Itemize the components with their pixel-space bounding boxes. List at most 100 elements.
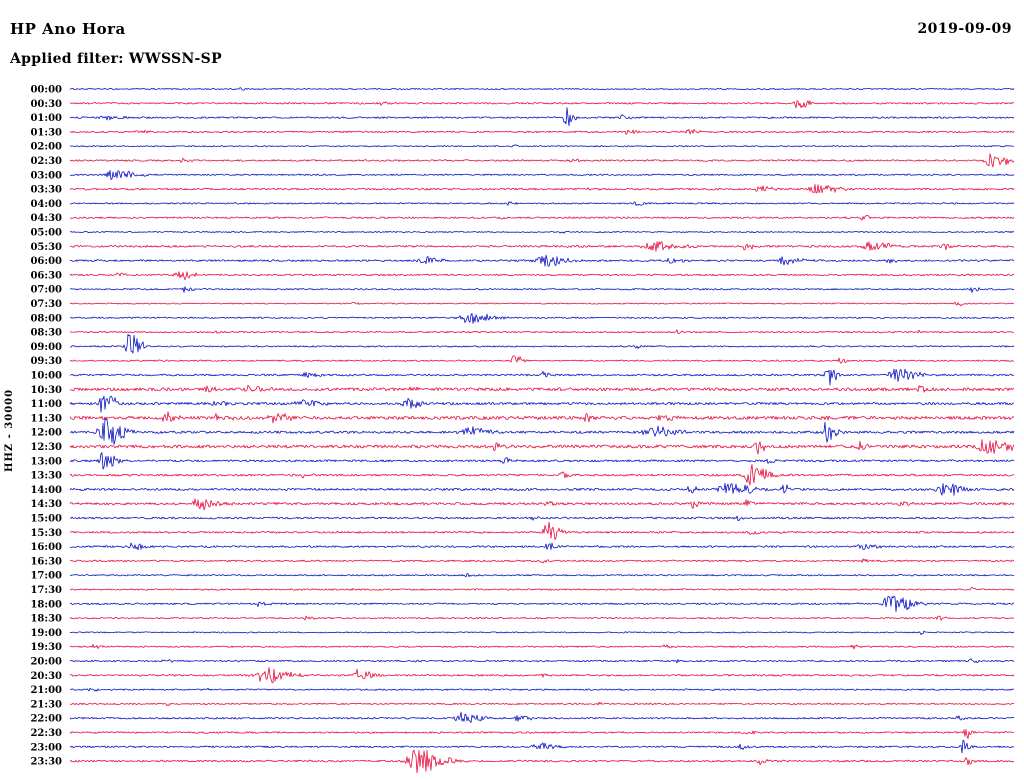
time-label: 02:30 (30, 156, 62, 167)
time-label: 10:00 (30, 371, 62, 382)
trace-row-13:30 (69, 463, 1015, 486)
time-label: 07:00 (30, 285, 62, 296)
trace-row-10:30 (69, 384, 1015, 393)
trace-row-17:30 (69, 586, 1015, 591)
time-label: 12:00 (30, 428, 62, 439)
time-label: 15:30 (30, 528, 62, 539)
trace-row-19:30 (69, 644, 1015, 650)
trace-row-11:00 (69, 395, 1015, 413)
trace-row-07:00 (69, 286, 1015, 293)
time-label: 07:30 (30, 299, 62, 310)
trace-row-23:00 (69, 739, 1015, 754)
trace-row-08:30 (69, 329, 1014, 335)
time-label: 14:30 (30, 499, 62, 510)
time-label: 22:00 (30, 714, 62, 725)
time-label: 23:00 (30, 742, 62, 753)
time-label: 16:00 (30, 542, 62, 553)
trace-row-22:30 (69, 729, 1015, 739)
time-label: 20:30 (30, 671, 62, 682)
trace-row-15:00 (69, 515, 1015, 521)
time-label: 05:00 (30, 228, 62, 239)
time-label: 15:00 (30, 514, 62, 525)
time-label: 16:30 (30, 556, 62, 567)
time-label: 23:30 (30, 757, 62, 768)
trace-row-20:30 (69, 667, 1015, 684)
trace-row-07:30 (69, 301, 1015, 307)
time-label: 00:00 (30, 85, 62, 96)
trace-row-16:00 (69, 542, 1015, 551)
time-label: 14:00 (30, 485, 62, 496)
time-label: 04:30 (30, 213, 62, 224)
station-title: HP Ano Hora (10, 20, 126, 38)
trace-row-11:30 (69, 411, 1015, 424)
applied-filter-label: Applied filter: WWSSN-SP (10, 51, 222, 67)
trace-row-12:30 (69, 439, 1015, 455)
time-label: 17:00 (30, 571, 62, 582)
time-label: 03:00 (30, 170, 62, 181)
trace-row-01:30 (69, 128, 1015, 135)
time-label: 01:30 (30, 127, 62, 138)
time-label: 19:30 (30, 642, 62, 653)
trace-row-21:30 (69, 701, 1015, 706)
time-label: 09:00 (30, 342, 62, 353)
time-label: 11:30 (30, 413, 62, 424)
trace-row-03:30 (69, 183, 1015, 194)
time-label: 02:00 (30, 142, 62, 153)
trace-row-13:00 (69, 452, 1015, 470)
time-label: 20:00 (30, 657, 62, 668)
time-label: 08:30 (30, 328, 62, 339)
time-label: 08:00 (30, 313, 62, 324)
time-label: 17:30 (30, 585, 62, 596)
time-label: 00:30 (30, 99, 62, 110)
trace-row-09:30 (69, 355, 1015, 364)
trace-row-03:00 (69, 169, 1015, 180)
trace-row-05:00 (69, 230, 1015, 234)
time-label: 13:00 (30, 456, 62, 467)
record-date: 2019-09-09 (917, 21, 1012, 37)
trace-row-14:30 (69, 498, 1015, 511)
time-label: 06:30 (30, 270, 62, 281)
time-label: 10:30 (30, 385, 62, 396)
trace-row-10:00 (69, 368, 1015, 386)
trace-row-06:30 (69, 271, 1015, 281)
trace-row-04:30 (69, 214, 1015, 221)
time-label: 03:30 (30, 185, 62, 196)
time-label: 01:00 (30, 113, 62, 124)
trace-row-01:00 (69, 107, 1015, 127)
trace-row-04:00 (69, 201, 1015, 206)
trace-row-02:30 (69, 153, 1015, 168)
time-label: 06:00 (30, 256, 62, 267)
trace-row-02:00 (69, 144, 1015, 148)
time-label: 21:30 (30, 699, 62, 710)
trace-row-19:00 (69, 630, 1015, 635)
trace-row-17:00 (69, 573, 1014, 578)
time-label: 18:00 (30, 599, 62, 610)
time-label: 22:30 (30, 728, 62, 739)
trace-row-23:30 (69, 749, 1015, 774)
trace-row-18:00 (69, 595, 1015, 613)
time-label: 12:30 (30, 442, 62, 453)
trace-row-22:00 (69, 711, 1015, 723)
trace-row-06:00 (69, 254, 1015, 267)
time-label: 05:30 (30, 242, 62, 253)
trace-row-12:00 (69, 418, 1015, 445)
time-label: 18:30 (30, 614, 62, 625)
trace-row-08:00 (69, 312, 1015, 324)
time-label: 19:00 (30, 628, 62, 639)
trace-row-20:00 (69, 658, 1015, 664)
time-label: 04:00 (30, 199, 62, 210)
time-label: 09:30 (30, 356, 62, 367)
trace-row-21:00 (69, 687, 1015, 692)
trace-row-00:30 (69, 100, 1015, 109)
trace-row-14:00 (69, 482, 1015, 496)
trace-row-00:00 (69, 87, 1015, 91)
trace-row-16:30 (69, 558, 1015, 564)
trace-row-15:30 (69, 521, 1015, 541)
trace-row-18:30 (69, 615, 1015, 621)
time-label: 21:00 (30, 685, 62, 696)
time-label: 11:00 (30, 399, 62, 410)
trace-row-09:00 (70, 333, 1015, 354)
time-label: 13:30 (30, 471, 62, 482)
